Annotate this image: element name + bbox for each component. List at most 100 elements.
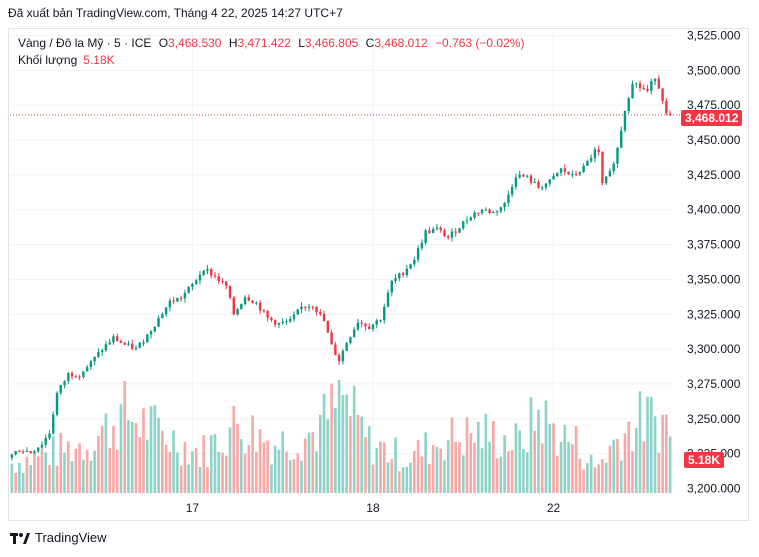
candle-body xyxy=(507,194,510,203)
footer-brand: TradingView xyxy=(35,530,107,545)
close-label: C xyxy=(365,36,375,50)
volume-bar xyxy=(653,416,657,493)
volume-bar xyxy=(89,460,93,493)
volume-bar xyxy=(134,423,138,493)
volume-bar xyxy=(631,451,634,493)
volume-bar xyxy=(597,464,600,493)
volume-bar xyxy=(258,429,262,493)
volume-bar xyxy=(601,458,604,493)
candle-body xyxy=(304,306,307,308)
volume-bar xyxy=(187,464,190,493)
volume-bar xyxy=(461,455,465,493)
volume-bar xyxy=(499,456,503,493)
candle-body xyxy=(326,321,330,333)
close-value: 3,468.012 xyxy=(374,36,428,50)
volume-bar xyxy=(623,433,627,493)
candle-body xyxy=(112,336,115,343)
volume-bar xyxy=(435,447,439,493)
candle-body xyxy=(281,321,284,324)
volume-bar xyxy=(559,441,563,493)
candle-body xyxy=(360,322,363,324)
volume-bar xyxy=(352,385,356,493)
volume-bar xyxy=(334,407,337,493)
volume-bar xyxy=(300,460,303,493)
candle-body xyxy=(349,337,352,343)
volume-bar xyxy=(273,445,277,493)
candle-body xyxy=(341,350,345,362)
y-tick-label: 3,475.000 xyxy=(687,98,741,112)
volume-bar xyxy=(341,395,345,493)
candle-body xyxy=(431,229,435,233)
y-tick-label: 3,250.000 xyxy=(687,412,741,426)
volume-bar xyxy=(100,425,104,493)
candle-body xyxy=(63,381,66,386)
volume-bar xyxy=(224,455,228,493)
symbol-label[interactable]: Vàng / Đô la Mỹ · 5 · ICE xyxy=(18,36,152,50)
volume-legend: Khối lượng 5.18K xyxy=(18,53,115,67)
candle-body xyxy=(616,147,619,164)
volume-bar xyxy=(665,414,668,493)
volume-bar xyxy=(454,441,458,493)
last-price-tag: 3,468.012 xyxy=(681,110,743,126)
volume-bar xyxy=(93,450,96,493)
candle-body xyxy=(386,292,390,307)
volume-bar xyxy=(311,432,315,493)
volume-bar xyxy=(507,451,510,493)
volume-bar xyxy=(217,451,221,493)
chart-frame xyxy=(8,28,749,521)
volume-bar xyxy=(153,405,157,493)
candle-body xyxy=(578,172,582,175)
volume-bar xyxy=(266,440,269,493)
candle-body xyxy=(597,149,600,153)
y-tick-label: 3,500.000 xyxy=(687,63,741,77)
volume-bar xyxy=(236,424,239,493)
candle-body xyxy=(352,329,356,338)
volume-bar xyxy=(424,432,427,493)
candle-body xyxy=(40,444,44,448)
candle-body xyxy=(484,209,488,211)
candle-body xyxy=(522,174,525,177)
candle-body xyxy=(420,242,424,249)
volume-bar xyxy=(228,427,232,493)
volume-bar xyxy=(382,442,386,493)
tradingview-logo-icon xyxy=(10,532,30,544)
volume-bar xyxy=(634,427,638,493)
candle-body xyxy=(176,297,179,302)
volume-label[interactable]: Khối lượng xyxy=(18,53,78,67)
candle-body xyxy=(552,175,555,180)
volume-bar xyxy=(206,467,209,493)
candle-body xyxy=(345,342,348,351)
ohlc-legend: Vàng / Đô la Mỹ · 5 · ICE O3,468.530 H3,… xyxy=(18,36,524,50)
volume-bar xyxy=(529,397,533,493)
candle-body xyxy=(586,160,589,166)
volume-bar xyxy=(63,452,66,493)
volume-bar xyxy=(29,465,33,493)
volume-bar xyxy=(213,434,217,493)
candle-body xyxy=(439,227,442,231)
candle-body xyxy=(14,451,17,455)
candle-body xyxy=(435,227,439,230)
candle-body xyxy=(480,209,484,213)
candle-body xyxy=(593,149,597,159)
volume-bar xyxy=(356,414,360,493)
volume-bar xyxy=(172,430,175,493)
volume-bar xyxy=(40,449,44,493)
volume-bar xyxy=(161,430,164,493)
candle-body xyxy=(33,451,36,454)
y-tick-label: 3,425.000 xyxy=(687,168,741,182)
open-value: 3,468.530 xyxy=(168,36,222,50)
volume-bar xyxy=(390,459,394,493)
y-tick-label: 3,450.000 xyxy=(687,133,741,147)
volume-bar xyxy=(593,467,597,493)
low-label: L xyxy=(298,36,305,50)
candle-body xyxy=(225,281,228,286)
volume-bar xyxy=(571,444,574,493)
volume-bar xyxy=(476,421,480,493)
volume-bar xyxy=(337,379,341,493)
volume-bar xyxy=(364,437,367,493)
volume-bar xyxy=(627,421,631,493)
candle-body xyxy=(653,78,657,82)
volume-bar xyxy=(66,441,70,493)
volume-bar xyxy=(138,437,142,493)
